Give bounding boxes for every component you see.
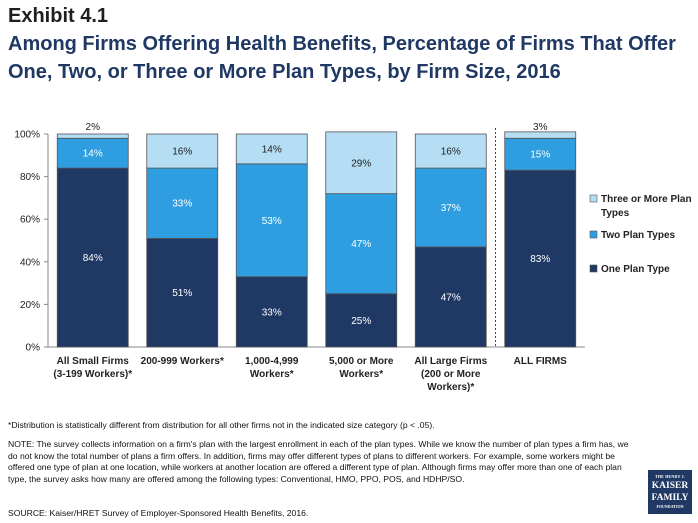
bar-segment — [414, 167, 487, 248]
bar-segment — [504, 131, 577, 139]
data-label: 84% — [83, 253, 103, 264]
bar-segment — [146, 133, 219, 169]
legend-swatch-one — [589, 264, 598, 273]
data-label: 29% — [351, 158, 371, 169]
legend-swatch-three — [589, 194, 598, 203]
legend-label-three: Types — [601, 208, 630, 219]
y-tick-label: 80% — [20, 172, 40, 183]
chart-title: Among Firms Offering Health Benefits, Pe… — [8, 33, 676, 83]
category-label: 200-999 Workers* — [141, 356, 224, 367]
data-label: 53% — [262, 216, 282, 227]
bar-segment — [235, 133, 308, 165]
bar-segment — [56, 137, 129, 169]
bar-segment — [325, 131, 398, 195]
legend-label-one: One Plan Type — [601, 264, 670, 275]
y-tick-label: 100% — [14, 130, 40, 141]
bar-segment — [56, 167, 129, 348]
bar-segment — [56, 133, 129, 139]
logo-line-2b: FAMILY — [651, 493, 689, 503]
exhibit-label: Exhibit 4.1 — [8, 5, 109, 27]
bar-segment — [504, 169, 577, 348]
data-label: 47% — [351, 239, 371, 250]
logo-line-2a: KAISER — [651, 481, 689, 491]
data-label: 33% — [262, 307, 282, 318]
bar-segment — [235, 163, 308, 278]
data-label: 14% — [83, 149, 103, 160]
data-label: 15% — [530, 150, 550, 161]
y-tick-label: 0% — [26, 343, 41, 354]
category-label: All Small Firms — [57, 356, 130, 367]
data-label: 51% — [172, 288, 192, 299]
category-label: 5,000 or More — [329, 356, 394, 367]
category-label: Workers* — [339, 369, 383, 380]
data-label: 83% — [530, 254, 550, 265]
bar-segment — [414, 133, 487, 169]
kff-logo: THE HENRY J. KAISER FAMILY FOUNDATION — [648, 470, 692, 514]
category-label: Workers)* — [427, 382, 474, 393]
y-tick-label: 60% — [20, 215, 40, 226]
bar-segment — [325, 293, 398, 348]
note-footnote: NOTE: The survey collects information on… — [8, 439, 629, 484]
data-label: 33% — [172, 199, 192, 210]
bar-segment — [146, 237, 219, 348]
logo-line-3: FOUNDATION — [656, 504, 684, 509]
category-label: 1,000-4,999 — [245, 356, 299, 367]
data-label: 2% — [86, 122, 101, 133]
data-label: 25% — [351, 316, 371, 327]
legend-label-three: Three or More Plan — [601, 194, 692, 205]
category-label: ALL FIRMS — [514, 356, 567, 367]
category-label: (3-199 Workers)* — [53, 369, 132, 380]
category-label: All Large Firms — [414, 356, 487, 367]
data-label: 16% — [441, 147, 461, 158]
data-label: 14% — [262, 144, 282, 155]
bar-segment — [146, 167, 219, 239]
bar-segment — [325, 193, 398, 295]
source-footnote: SOURCE: Kaiser/HRET Survey of Employer-S… — [8, 508, 309, 518]
category-label: (200 or More — [421, 369, 481, 380]
category-label: Workers* — [250, 369, 294, 380]
legend-label-two: Two Plan Types — [601, 230, 676, 241]
legend-swatch-two — [589, 230, 598, 239]
y-tick-label: 40% — [20, 257, 40, 268]
y-tick-label: 20% — [20, 300, 40, 311]
logo-line-1: THE HENRY J. — [654, 474, 685, 479]
bar-segment — [504, 137, 577, 171]
significance-footnote: *Distribution is statistically different… — [8, 420, 435, 430]
data-label: 37% — [441, 203, 461, 214]
data-label: 3% — [533, 122, 548, 133]
data-label: 16% — [172, 147, 192, 158]
stacked-bar-chart: 0% 20% 40% 60% 80% 100% 84% 14% 2% All Small Firm… — [14, 122, 692, 393]
bar-segment — [414, 246, 487, 348]
bar-segment — [235, 276, 308, 348]
data-label: 47% — [441, 292, 461, 303]
